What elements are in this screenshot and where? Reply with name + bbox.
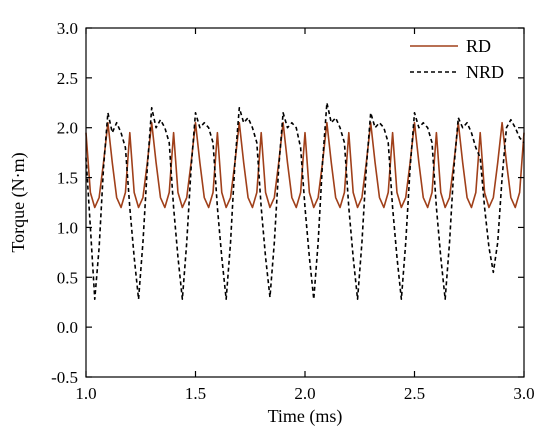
axes-layer: 1.0 1.5 2.0 2.5 3.0 -0.5 0.0 0.5 1.0 1.5 2.0 2.5 3.0 <box>51 19 535 403</box>
plot-background <box>86 28 524 377</box>
x-tick-label: 1.5 <box>185 384 206 403</box>
x-axis-label: Time (ms) <box>268 406 343 427</box>
x-tick-label: 1.0 <box>75 384 96 403</box>
y-tick-label: -0.5 <box>51 368 78 387</box>
x-tick-label: 2.5 <box>404 384 425 403</box>
series-line-nrd <box>85 101 525 301</box>
plot-area <box>86 28 524 377</box>
legend-label-nrd: NRD <box>466 62 504 82</box>
y-tick-label: 2.5 <box>57 69 78 88</box>
y-tick-label: 1.5 <box>57 169 78 188</box>
y-tick-label: 0.0 <box>57 318 78 337</box>
y-axis-label: Torque (N·m) <box>8 152 29 252</box>
y-tick-label: 3.0 <box>57 19 78 38</box>
series-layer <box>85 101 525 301</box>
legend: RD NRD <box>410 36 504 82</box>
y-tick-label: 2.0 <box>57 119 78 138</box>
legend-label-rd: RD <box>466 36 491 56</box>
y-tick-label: 0.5 <box>57 268 78 287</box>
y-tick-label: 1.0 <box>57 218 78 237</box>
x-tick-label: 2.0 <box>294 384 315 403</box>
x-tick-label: 3.0 <box>513 384 534 403</box>
series-line-rd <box>85 121 525 209</box>
